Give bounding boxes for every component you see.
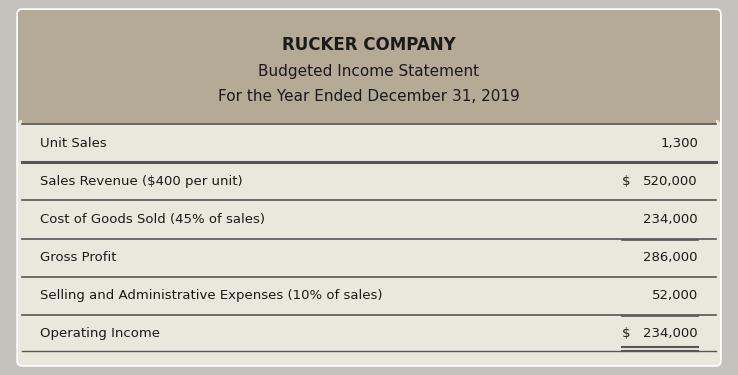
Text: Selling and Administrative Expenses (10% of sales): Selling and Administrative Expenses (10%… (40, 289, 382, 302)
FancyBboxPatch shape (18, 10, 720, 365)
FancyBboxPatch shape (18, 120, 720, 365)
Text: Gross Profit: Gross Profit (40, 251, 117, 264)
Text: 52,000: 52,000 (652, 289, 698, 302)
Text: 234,000: 234,000 (644, 327, 698, 340)
Text: 234,000: 234,000 (644, 213, 698, 226)
FancyBboxPatch shape (18, 10, 720, 128)
Bar (22, 80, 716, 124)
Text: Unit Sales: Unit Sales (40, 136, 107, 150)
Text: For the Year Ended December 31, 2019: For the Year Ended December 31, 2019 (218, 89, 520, 104)
Text: Budgeted Income Statement: Budgeted Income Statement (258, 64, 480, 79)
Text: 520,000: 520,000 (644, 175, 698, 188)
Text: Operating Income: Operating Income (40, 327, 160, 340)
Bar (22, 124, 716, 153)
Text: 1,300: 1,300 (660, 136, 698, 150)
Text: 286,000: 286,000 (644, 251, 698, 264)
Text: Cost of Goods Sold (45% of sales): Cost of Goods Sold (45% of sales) (40, 213, 265, 226)
Text: RUCKER COMPANY: RUCKER COMPANY (282, 36, 456, 54)
Text: $: $ (621, 327, 630, 340)
Text: $: $ (621, 175, 630, 188)
Text: Sales Revenue ($400 per unit): Sales Revenue ($400 per unit) (40, 175, 243, 188)
